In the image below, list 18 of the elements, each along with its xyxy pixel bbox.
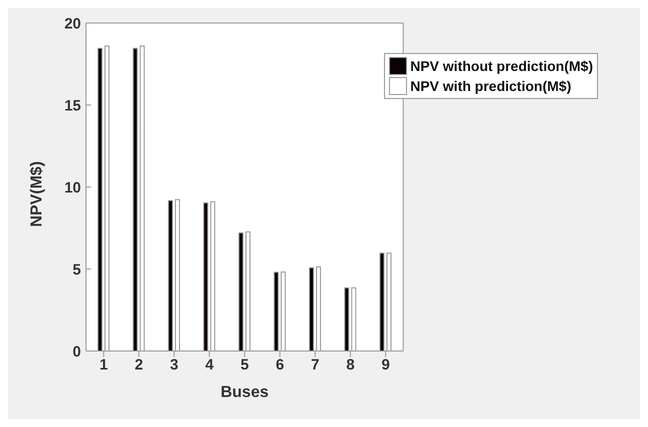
x-tick-label: 4 (205, 356, 214, 374)
legend-label: NPV without prediction(M$) (410, 57, 593, 76)
x-tick-label: 7 (310, 356, 320, 374)
x-tick-label: 5 (240, 356, 249, 374)
y-tick-label: 0 (72, 343, 81, 360)
x-axis-title: Buses (220, 384, 269, 401)
y-axis-title: NPV(M$) (28, 161, 46, 227)
y-tick-label: 10 (64, 179, 81, 196)
x-tick-label: 3 (170, 356, 178, 374)
y-tick-label: 20 (64, 15, 81, 32)
x-tick-label: 9 (381, 356, 390, 374)
y-tick-label: 15 (64, 97, 81, 114)
x-tick-label: 8 (346, 356, 355, 374)
y-tick-label: 5 (72, 261, 81, 278)
x-tick-label: 2 (134, 356, 144, 374)
x-tick-label: 6 (276, 356, 284, 374)
x-tick-label: 1 (99, 356, 108, 374)
legend-label: NPV with prediction(M$) (410, 77, 572, 96)
